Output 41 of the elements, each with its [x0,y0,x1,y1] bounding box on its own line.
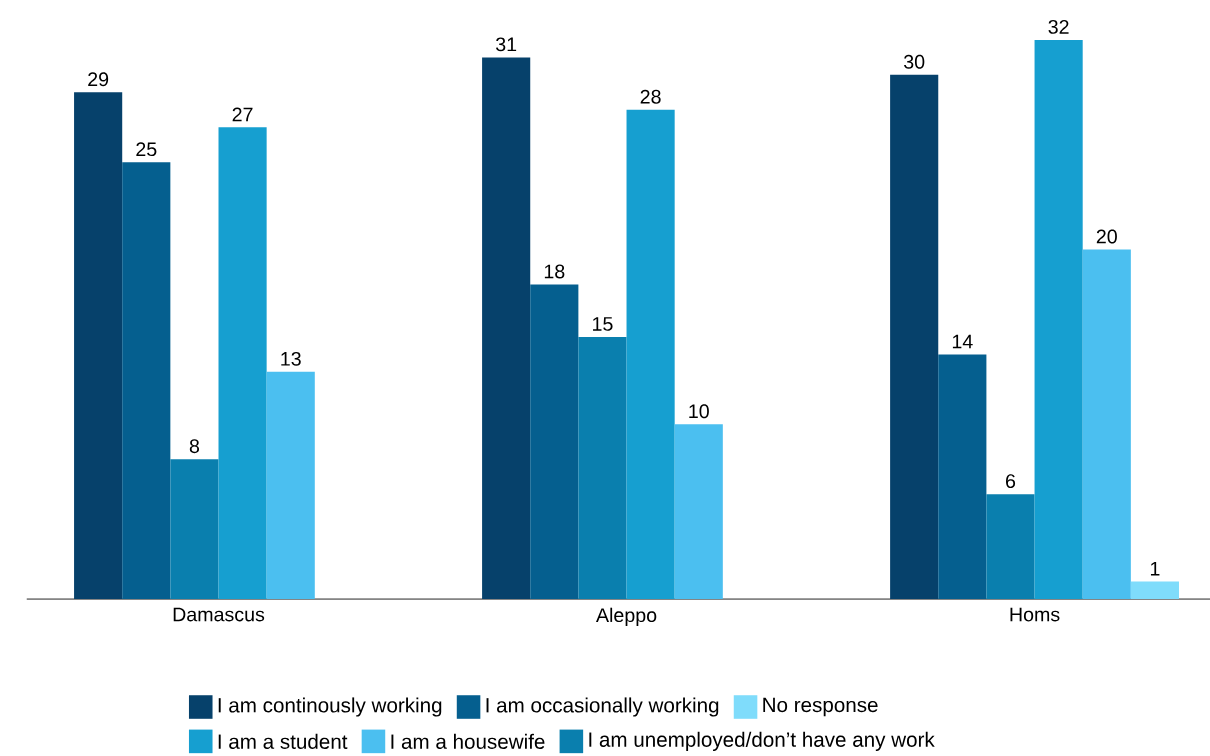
legend-label: I am a student [218,733,348,749]
bar [890,74,939,599]
data-label: 15 [593,317,613,331]
data-label: 29 [88,72,109,87]
legend-label: I am continously working [218,697,442,717]
bar [986,494,1035,599]
legend-label: No response [763,697,878,717]
data-label: 27 [232,107,253,122]
legend-label: I am occasionally working [486,697,719,717]
x-tick-label: Aleppo [595,607,657,626]
bar [266,371,315,599]
legend-label: I am a housewife [391,733,545,749]
bar [482,57,531,599]
data-label: 25 [136,142,157,157]
bar [1082,249,1131,599]
data-label: 13 [281,351,301,366]
legend-label: I am unemployed/don’t have any work [589,731,935,751]
bar [74,92,123,599]
bar [218,127,267,599]
bar [938,354,987,599]
data-label: 1 [1150,561,1160,576]
bar [170,459,219,599]
bar [578,336,627,599]
x-tick-label: Homs [1010,607,1060,622]
bar [122,162,171,599]
data-label: 30 [904,54,925,69]
data-label: 8 [189,439,200,454]
bar [674,424,723,599]
bar [1130,581,1179,599]
data-label: 28 [640,89,661,104]
data-label: 10 [689,404,709,419]
data-label: 31 [495,37,517,52]
bar [626,109,675,599]
bar [530,284,579,599]
bar [1034,39,1083,599]
data-label: 20 [1096,229,1117,244]
data-label: 14 [952,334,973,349]
data-label: 18 [544,264,565,279]
data-label: 32 [1048,19,1069,34]
x-tick-label: Damascus [173,607,265,622]
data-label: 6 [1006,474,1016,489]
